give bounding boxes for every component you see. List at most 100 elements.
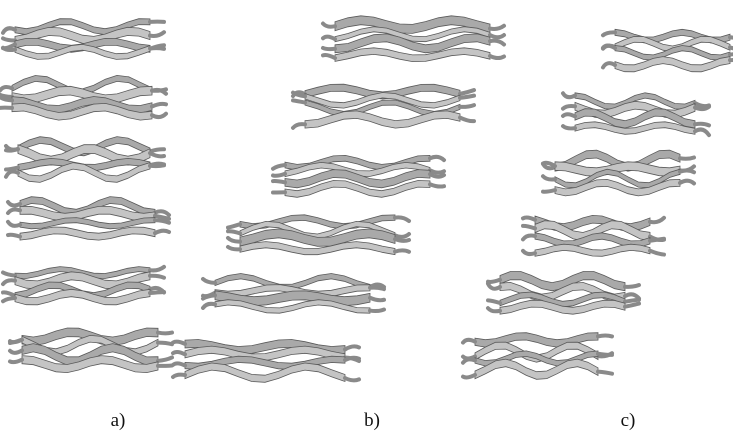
ribbon bbox=[158, 357, 172, 360]
ribbon bbox=[603, 32, 615, 35]
panel-label: a) bbox=[111, 410, 126, 431]
figure: a) b) c) bbox=[0, 0, 733, 439]
ribbon bbox=[523, 236, 535, 240]
ribbon bbox=[228, 224, 240, 227]
ribbon bbox=[345, 358, 359, 360]
ribbon bbox=[3, 272, 15, 275]
ribbon bbox=[680, 157, 694, 158]
ribbon bbox=[490, 26, 504, 29]
ribbon bbox=[3, 48, 15, 50]
ribbon bbox=[3, 280, 15, 284]
ribbon bbox=[488, 300, 500, 303]
ribbon bbox=[625, 285, 639, 287]
ribbon bbox=[6, 149, 18, 151]
ribbon bbox=[150, 32, 164, 36]
ribbon bbox=[395, 250, 409, 251]
ribbon bbox=[228, 238, 240, 242]
ribbon bbox=[152, 114, 166, 117]
ribbon bbox=[150, 153, 164, 156]
ribbon bbox=[152, 104, 166, 107]
panel-label: c) bbox=[621, 410, 636, 431]
ribbon bbox=[150, 48, 164, 49]
ribbon bbox=[20, 227, 155, 240]
ribbon bbox=[8, 235, 20, 237]
ribbon bbox=[203, 295, 215, 298]
ribbon bbox=[6, 171, 18, 176]
ribbon bbox=[460, 96, 474, 98]
ribbon bbox=[370, 310, 384, 312]
ribbon bbox=[323, 37, 335, 40]
ribbon bbox=[463, 340, 475, 343]
ribbon bbox=[625, 294, 639, 298]
ribbon bbox=[173, 363, 185, 365]
ribbon bbox=[543, 176, 555, 179]
ribbon bbox=[650, 251, 664, 255]
ribbon bbox=[430, 170, 444, 172]
ribbon bbox=[650, 218, 664, 222]
ribbon bbox=[158, 343, 172, 345]
ribbon bbox=[523, 226, 535, 229]
ribbon bbox=[273, 165, 285, 169]
ribbon bbox=[273, 174, 285, 176]
ribbon bbox=[523, 251, 535, 254]
ribbon bbox=[488, 284, 500, 289]
ribbon bbox=[695, 130, 709, 136]
ribbon bbox=[650, 239, 664, 241]
ribbon bbox=[203, 279, 215, 283]
ribbon bbox=[150, 149, 164, 151]
ribbon bbox=[395, 234, 409, 237]
ribbon bbox=[323, 24, 335, 27]
ribbon bbox=[150, 267, 164, 271]
ribbon bbox=[150, 276, 164, 278]
ribbon bbox=[523, 218, 535, 220]
ribbon bbox=[430, 157, 444, 160]
ribbon bbox=[273, 181, 285, 182]
ribbon bbox=[563, 106, 575, 109]
ribbon bbox=[3, 298, 15, 301]
ribbon bbox=[228, 231, 240, 233]
ribbon bbox=[323, 48, 335, 49]
ribbon bbox=[543, 190, 555, 192]
ribbon bbox=[598, 372, 612, 374]
ribbon bbox=[680, 170, 694, 172]
ribbon bbox=[0, 87, 12, 90]
ribbon bbox=[3, 38, 15, 40]
ribbon bbox=[173, 375, 185, 377]
ribbon bbox=[395, 239, 409, 241]
ribbon bbox=[463, 359, 475, 362]
ribbon bbox=[370, 298, 384, 300]
ribbon bbox=[8, 202, 20, 205]
ribbon bbox=[603, 46, 615, 49]
ribbon bbox=[598, 336, 612, 337]
ribbon bbox=[370, 288, 384, 290]
ribbon bbox=[150, 165, 164, 166]
ribbon bbox=[695, 107, 709, 109]
ribbon bbox=[563, 114, 575, 116]
ribbon bbox=[563, 93, 575, 97]
fibril-structures bbox=[0, 16, 733, 383]
ribbon bbox=[173, 352, 185, 354]
ribbon bbox=[345, 378, 359, 380]
ribbon bbox=[598, 354, 612, 355]
ribbon bbox=[460, 105, 474, 107]
ribbon bbox=[10, 360, 22, 362]
ribbon bbox=[695, 103, 709, 106]
ribbon bbox=[152, 90, 166, 94]
panel-label: b) bbox=[364, 410, 380, 431]
ribbon bbox=[8, 209, 20, 213]
ribbon bbox=[460, 90, 474, 94]
ribbon bbox=[395, 217, 409, 221]
ribbon bbox=[8, 222, 20, 226]
ribbon bbox=[158, 333, 172, 334]
ribbon bbox=[293, 100, 305, 102]
ribbon bbox=[3, 292, 15, 296]
ribbon bbox=[173, 342, 185, 344]
ribbon bbox=[305, 111, 460, 128]
ribbon bbox=[155, 220, 169, 223]
ribbon bbox=[625, 300, 639, 302]
ribbon bbox=[6, 168, 18, 170]
ribbon bbox=[488, 308, 500, 311]
ribbon bbox=[293, 124, 305, 128]
ribbon bbox=[228, 247, 240, 249]
ribbon bbox=[460, 118, 474, 122]
